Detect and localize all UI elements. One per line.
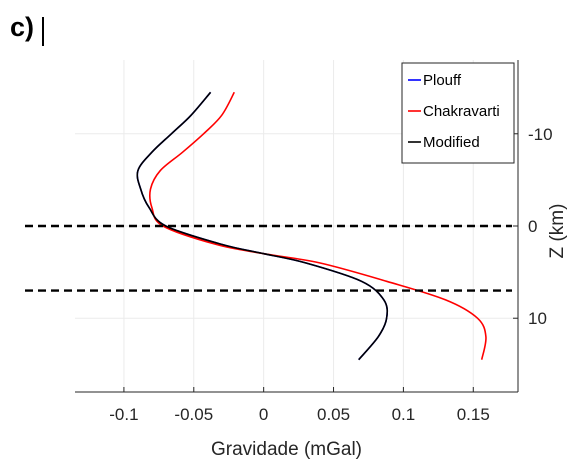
x-tick-label: 0.05 (317, 405, 350, 424)
legend-label-plouff: Plouff (423, 72, 462, 89)
reference-lines (25, 224, 512, 292)
axes: -0.1 -0.05 0 0.05 0.1 0.15 -10 0 10 Gravidade (mG… (75, 60, 568, 460)
x-axis-label: Gravidade (mGal) (211, 439, 362, 460)
y-axis-label: Z (km) (547, 204, 568, 259)
y-tick-label: 0 (528, 217, 537, 236)
y-tick-label: 10 (528, 309, 547, 328)
panel-label: c) (10, 12, 35, 42)
x-tick-label: -0.1 (109, 405, 138, 424)
legend: Plouff Chakravarti Modified (401, 62, 515, 164)
x-tick-label: 0.1 (392, 405, 416, 424)
legend-label-chakravarti: Chakravarti (423, 103, 500, 120)
x-tick-label: -0.05 (174, 405, 213, 424)
text-cursor (42, 17, 44, 46)
series-lines (136, 91, 487, 361)
y-tick-label: -10 (528, 125, 553, 144)
series-line-modified (136, 91, 389, 361)
x-tick-label: 0 (259, 405, 268, 424)
x-tick-label: 0.15 (457, 405, 490, 424)
legend-label-modified: Modified (423, 134, 480, 151)
series-line-chakravarti (148, 91, 487, 360)
